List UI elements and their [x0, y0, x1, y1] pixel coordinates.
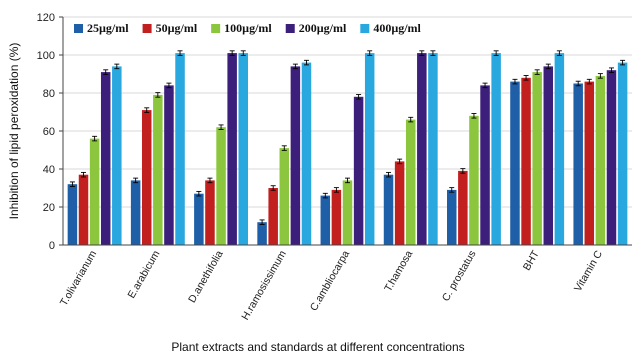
bar [469, 115, 479, 245]
legend-label: 100µg/ml [224, 21, 272, 35]
x-category-label: E.arabicum [125, 248, 162, 300]
legend-label: 25µg/ml [87, 21, 129, 35]
bar [153, 94, 163, 246]
bar [521, 77, 531, 245]
bar [112, 66, 122, 246]
bar [595, 75, 606, 246]
bar [405, 119, 416, 245]
y-tick-label: 100 [37, 50, 55, 62]
bar [130, 180, 141, 245]
legend-label: 400µg/ml [373, 21, 421, 35]
legend-swatch [360, 24, 370, 33]
x-category-label: T.olivarianum [58, 248, 99, 308]
x-axis-title: Plant extracts and standards at differen… [171, 340, 464, 354]
x-category-label: D.anethifolia [186, 248, 226, 305]
y-tick-label: 40 [43, 164, 55, 176]
bar [394, 161, 405, 245]
bar [194, 193, 204, 245]
x-axis-categories: T.olivarianum E.arabicum D.anethifolia H.ra… [58, 248, 605, 322]
bar [175, 53, 185, 245]
bar [320, 195, 331, 245]
bar [89, 138, 100, 245]
legend-label: 200µg/ml [299, 21, 347, 35]
bar [573, 83, 583, 245]
y-tick-label: 20 [43, 202, 55, 214]
y-tick-label: 80 [43, 88, 55, 100]
bar [238, 53, 249, 245]
bars [67, 50, 628, 246]
bar [205, 180, 215, 245]
bar [164, 85, 174, 246]
bar [353, 96, 364, 245]
bar [290, 66, 301, 246]
x-category-label: H.ramosissimum [239, 248, 289, 322]
bar [554, 53, 565, 245]
bar [383, 174, 394, 245]
bar [100, 72, 111, 245]
legend-swatch [74, 24, 83, 33]
bar [446, 189, 457, 245]
bar [480, 85, 490, 246]
bar [458, 170, 468, 245]
bar [584, 81, 595, 245]
x-category-label: C.ambliocarpa [308, 248, 352, 313]
bar [257, 222, 267, 245]
bar [510, 81, 520, 245]
bar [216, 127, 226, 245]
x-category-label: BHT [521, 248, 542, 273]
bar [606, 70, 617, 245]
bar [301, 62, 312, 245]
legend: 25µg/ml 50µg/ml 100µg/ml 200µg/ml 400µg/ml [74, 21, 422, 35]
y-tick-label: 60 [43, 126, 55, 138]
y-tick-label: 120 [37, 12, 55, 24]
y-axis-ticks: 0 20 40 60 80 100 120 [37, 12, 63, 252]
bar [342, 180, 353, 245]
x-category-label: C. prostatus [440, 249, 479, 304]
bar [543, 66, 554, 246]
bar [227, 53, 237, 245]
bar [268, 188, 278, 245]
legend-swatch [211, 24, 221, 33]
legend-label: 50µg/ml [156, 21, 198, 35]
legend-swatch [142, 24, 152, 33]
bar [67, 184, 78, 245]
x-category-label: Vitamin C [572, 248, 605, 294]
bar [417, 53, 427, 245]
bar [279, 148, 290, 245]
y-axis-title: Inhibition of lipid peroxidation (%) [7, 43, 21, 220]
bar [78, 174, 89, 245]
legend-swatch [285, 24, 295, 33]
bar [428, 53, 438, 245]
bar [617, 62, 628, 245]
bar [331, 189, 342, 245]
x-category-label: T.hamosa [382, 248, 415, 294]
bar [364, 53, 375, 245]
bar [491, 53, 501, 245]
bar [141, 110, 152, 245]
bar [532, 72, 542, 245]
y-tick-label: 0 [49, 240, 55, 252]
